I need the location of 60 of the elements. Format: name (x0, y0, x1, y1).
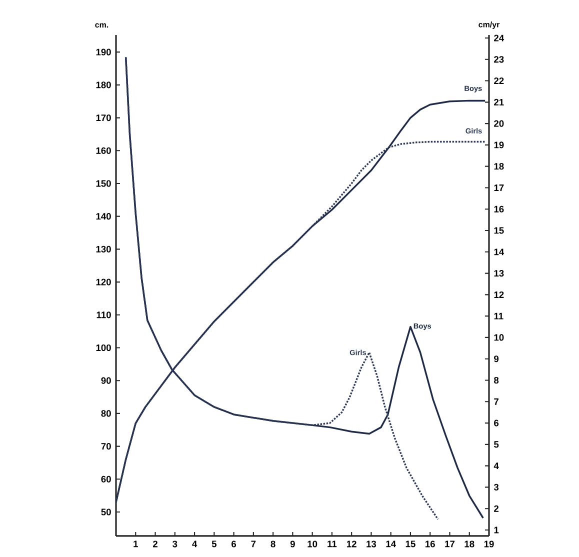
x-tick-label: 18 (464, 540, 474, 548)
y2-tick-label: 18 (494, 163, 504, 170)
y2-tick-label: 12 (494, 291, 504, 298)
y2-tick-label: 2 (494, 505, 499, 512)
x-tick-label: 19 (484, 540, 494, 548)
x-tick-label: 3 (172, 540, 178, 548)
x-tick-label: 15 (406, 540, 416, 548)
y2-tick-label: 22 (494, 78, 504, 84)
y2-tick-label: 4 (494, 462, 499, 470)
x-tick-label: 6 (232, 540, 236, 548)
x-tick-label: 1 (134, 540, 138, 548)
y2-tick-label: 7 (494, 398, 498, 405)
y2-tick-label: 3 (494, 484, 499, 491)
y-tick-label: 130 (96, 246, 111, 252)
y2-tick-label: 1 (494, 526, 499, 534)
x-tick-label: 5 (212, 540, 216, 548)
y2-tick-label: 17 (494, 184, 504, 191)
x-tick-label: 12 (346, 540, 356, 548)
y-tick-label: 150 (96, 180, 111, 187)
y2-tick-label: 13 (494, 270, 504, 277)
y2-tick-label: 20 (494, 120, 504, 127)
y-tick-label: 120 (96, 278, 111, 286)
y-tick-label: 50 (101, 508, 111, 516)
x-tick-label: 9 (290, 540, 295, 548)
y2-tick-label: 23 (494, 56, 504, 63)
y2-axis-title: cm/yr (478, 21, 500, 29)
y-tick-label: 140 (96, 213, 111, 220)
y2-tick-label: 6 (494, 420, 499, 426)
y-tick-label: 180 (96, 82, 111, 88)
x-tick-label: 17 (445, 540, 454, 548)
y-tick-label: 170 (96, 114, 111, 122)
y-tick-label: 110 (96, 312, 111, 318)
y-tick-label: 90 (101, 377, 111, 384)
x-tick-label: 4 (192, 540, 198, 548)
y2-tick-label: 21 (494, 98, 504, 106)
y-tick-label: 70 (101, 443, 111, 450)
y-tick-label: 100 (96, 344, 111, 352)
y2-tick-label: 16 (494, 206, 504, 212)
x-tick-label: 11 (328, 540, 337, 548)
y-axis-title: cm. (95, 23, 108, 28)
y2-tick-label: 15 (494, 227, 504, 234)
y-tick-label: 160 (96, 147, 111, 154)
y-tick-label: 60 (101, 476, 111, 482)
x-tick-label: 8 (270, 540, 276, 548)
y2-tick-label: 5 (494, 441, 499, 448)
y-tick-label: 80 (101, 410, 111, 417)
x-tick-label: 10 (308, 540, 318, 548)
y2-tick-label: 8 (494, 376, 499, 384)
y2-tick-label: 19 (494, 142, 504, 148)
y2-tick-label: 10 (494, 334, 504, 341)
y2-tick-label: 11 (494, 312, 504, 320)
y2-tick-label: 24 (494, 34, 504, 42)
x-tick-label: 7 (251, 540, 256, 548)
x-tick-label: 2 (152, 540, 158, 548)
y2-tick-label: 14 (494, 248, 504, 256)
y-tick-label: 190 (96, 48, 111, 56)
x-tick-label: 16 (426, 540, 435, 548)
x-tick-label: 13 (366, 540, 376, 548)
y2-tick-label: 9 (494, 356, 499, 362)
x-tick-label: 14 (386, 540, 396, 548)
